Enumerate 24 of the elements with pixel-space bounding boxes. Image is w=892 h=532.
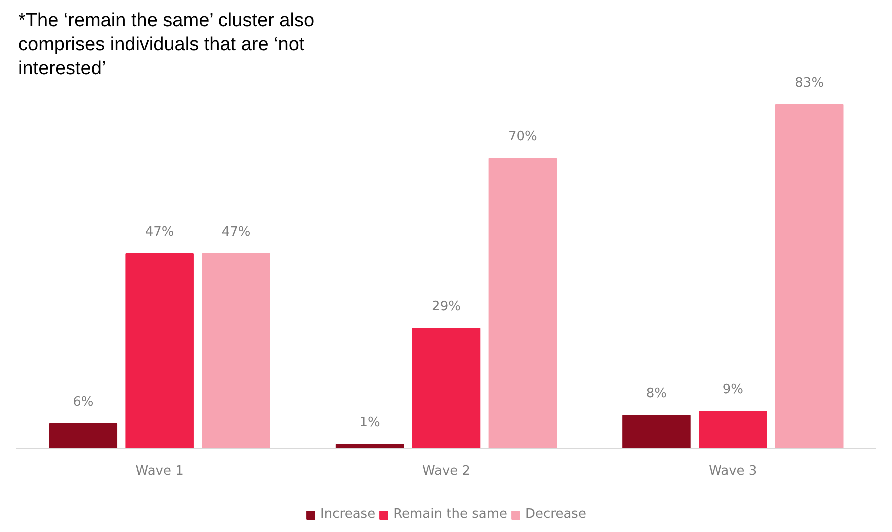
x-tick-label: Wave 2 bbox=[422, 464, 471, 479]
data-label: 83% bbox=[795, 76, 824, 91]
x-tick-label: Wave 1 bbox=[136, 464, 184, 479]
text: *The ‘remain the same’ cluster also comprises individuals that are ‘not interested’ bbox=[18, 10, 315, 80]
legend-label: Remain the same bbox=[394, 507, 508, 522]
data-label: 47% bbox=[145, 225, 174, 240]
bar bbox=[488, 158, 558, 450]
x-tick-label: Wave 3 bbox=[709, 464, 758, 479]
bar bbox=[622, 415, 691, 450]
bar bbox=[49, 423, 118, 450]
data-label: 1% bbox=[360, 416, 380, 431]
bar bbox=[126, 254, 194, 450]
legend-label: Increase bbox=[320, 507, 376, 522]
data-label: 47% bbox=[222, 225, 251, 240]
bar bbox=[202, 254, 270, 450]
bar bbox=[699, 411, 768, 450]
data-label: 9% bbox=[722, 382, 744, 398]
data-label: 6% bbox=[73, 394, 94, 410]
legend-label: Decrease bbox=[526, 507, 586, 522]
data-label: 29% bbox=[432, 300, 461, 315]
bar bbox=[775, 104, 844, 450]
data-label: 70% bbox=[508, 130, 538, 145]
data-label: 8% bbox=[646, 386, 668, 402]
bar bbox=[412, 328, 481, 450]
